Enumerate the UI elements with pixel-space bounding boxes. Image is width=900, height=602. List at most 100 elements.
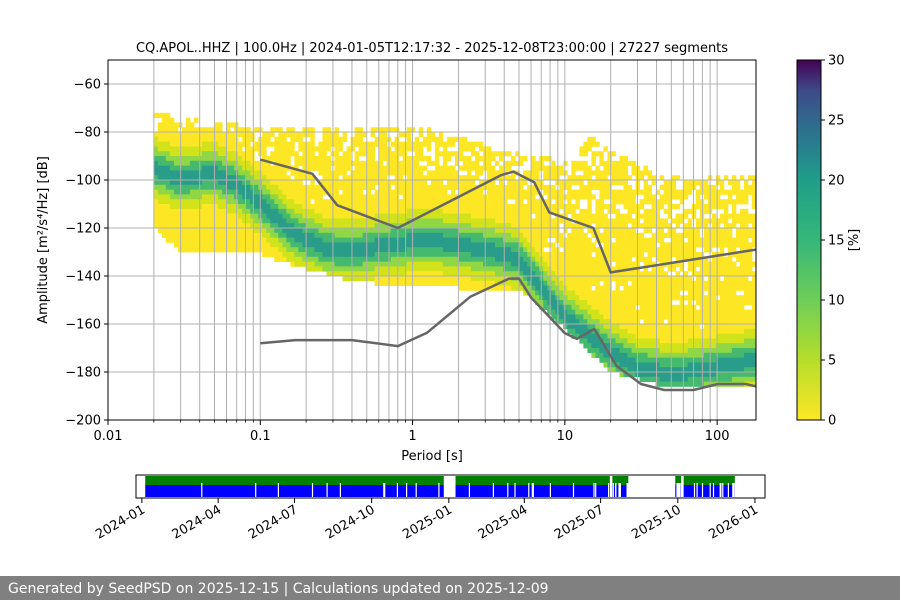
heat-cell — [571, 280, 576, 286]
heat-cell — [587, 194, 592, 200]
heat-cell — [230, 146, 235, 152]
heat-cell — [735, 338, 741, 344]
heat-cell — [739, 362, 745, 368]
heat-cell — [338, 141, 343, 147]
heat-cell — [507, 184, 512, 190]
heat-cell — [727, 309, 733, 315]
heat-cell — [675, 338, 681, 344]
timeline-tick-label: 2025-07 — [552, 502, 607, 542]
heat-cell — [322, 266, 327, 272]
heat-cell — [595, 223, 600, 229]
heat-cell — [719, 180, 725, 186]
heat-cell — [274, 151, 279, 157]
heat-cell — [226, 194, 231, 200]
heat-cell — [655, 314, 661, 320]
heat-cell — [647, 256, 653, 262]
heat-cell — [322, 132, 327, 138]
heat-cell — [667, 362, 673, 368]
heat-cell — [679, 280, 685, 286]
heat-cell — [543, 304, 548, 310]
heat-cell — [603, 314, 608, 320]
heat-cell — [615, 266, 620, 272]
heat-cell — [655, 333, 661, 339]
heat-cell — [161, 117, 167, 123]
heat-cell — [426, 136, 432, 142]
heat-cell — [703, 319, 709, 325]
heat-cell — [667, 180, 673, 186]
heat-cell — [655, 290, 661, 296]
heat-cell — [374, 194, 380, 200]
heat-cell — [181, 247, 187, 253]
heat-cell — [495, 261, 500, 267]
heat-cell — [226, 189, 231, 195]
heat-cell — [687, 266, 693, 272]
heat-cell — [157, 223, 163, 229]
heat-cell — [266, 136, 271, 142]
heat-cell — [354, 247, 359, 253]
heat-cell — [358, 151, 363, 157]
heat-cell — [306, 256, 311, 262]
heat-cell — [731, 180, 737, 186]
heat-cell — [189, 141, 195, 147]
heat-cell — [322, 252, 327, 258]
heat-cell — [619, 295, 624, 301]
heat-cell — [318, 208, 323, 214]
heat-cell — [719, 357, 725, 363]
heat-cell — [523, 170, 528, 176]
heat-cell — [631, 343, 636, 349]
heat-cell — [262, 141, 267, 147]
heat-cell — [406, 180, 412, 186]
heat-cell — [157, 228, 163, 234]
heat-cell — [165, 136, 171, 142]
heat-cell — [358, 180, 363, 186]
heat-cell — [567, 290, 572, 296]
heat-cell — [430, 232, 436, 238]
heat-cell — [153, 156, 159, 162]
heat-cell — [193, 232, 199, 238]
heat-cell — [438, 213, 444, 219]
heat-cell — [350, 237, 355, 243]
heat-cell — [719, 218, 725, 224]
heat-cell — [675, 333, 681, 339]
heat-cell — [406, 165, 412, 171]
heat-cell — [627, 242, 632, 248]
heat-cell — [262, 228, 267, 234]
heat-cell — [667, 256, 673, 262]
heat-cell — [615, 175, 620, 181]
heat-cell — [286, 232, 291, 238]
heat-cell — [173, 127, 179, 133]
heat-cell — [587, 141, 592, 147]
heat-cell — [711, 372, 717, 378]
heat-cell — [434, 170, 440, 176]
heat-cell — [663, 357, 669, 363]
heat-cell — [442, 141, 448, 147]
heat-cell — [631, 348, 636, 354]
heat-cell — [683, 276, 689, 282]
heat-cell — [527, 199, 532, 205]
heat-cell — [189, 122, 195, 128]
heat-cell — [294, 228, 299, 234]
heat-cell — [739, 319, 745, 325]
heat-cell — [623, 348, 628, 354]
heat-cell — [711, 223, 717, 229]
heat-cell — [551, 194, 556, 200]
heat-cell — [246, 204, 251, 210]
heat-cell — [314, 232, 319, 238]
heat-cell — [663, 199, 669, 205]
heat-cell — [246, 141, 251, 147]
heat-cell — [169, 151, 175, 157]
heat-cell — [671, 295, 677, 301]
heat-cell — [551, 295, 556, 301]
heat-cell — [611, 271, 616, 277]
heat-cell — [434, 252, 440, 258]
heat-cell — [282, 160, 287, 166]
heat-cell — [382, 194, 388, 200]
heat-cell — [169, 117, 175, 123]
heat-cell — [474, 204, 480, 210]
heat-cell — [627, 189, 632, 195]
gap-marker — [339, 483, 341, 497]
heat-cell — [378, 261, 384, 267]
heat-cell — [571, 324, 576, 330]
heat-cell — [695, 204, 701, 210]
heat-cell — [198, 247, 203, 253]
